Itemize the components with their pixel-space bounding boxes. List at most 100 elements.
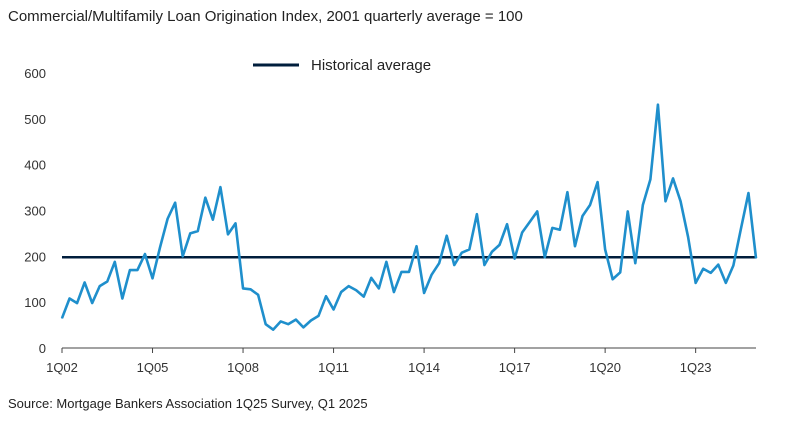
data-point: [491, 251, 493, 253]
data-point: [242, 287, 244, 290]
data-point: [363, 296, 365, 298]
data-point: [332, 308, 335, 311]
data-point: [348, 285, 350, 287]
data-point: [84, 281, 86, 284]
data-point: [280, 320, 282, 323]
data-point: [529, 221, 531, 223]
data-point: [182, 255, 184, 257]
plot-area: [60, 103, 758, 331]
data-point: [574, 245, 576, 247]
data-point: [61, 317, 63, 319]
data-point: [627, 210, 629, 213]
data-point: [710, 272, 712, 274]
data-point: [249, 288, 252, 290]
data-point: [581, 215, 584, 217]
data-point: [514, 258, 516, 260]
data-point: [400, 271, 403, 273]
data-point: [408, 271, 410, 273]
x-tick-label: 1Q20: [589, 360, 621, 375]
data-point: [325, 295, 327, 297]
data-point: [272, 329, 274, 331]
data-point: [167, 218, 169, 220]
data-point: [76, 302, 78, 304]
data-point: [755, 257, 757, 259]
data-point: [747, 192, 750, 194]
legend-label-historical-average: Historical average: [311, 57, 431, 74]
y-tick-label: 300: [24, 204, 46, 219]
data-point: [596, 181, 599, 183]
data-point: [461, 252, 463, 254]
data-point: [498, 244, 501, 246]
data-point: [295, 318, 297, 321]
data-point: [121, 297, 123, 300]
data-point: [559, 229, 561, 231]
data-point: [265, 323, 267, 325]
x-tick-label: 1Q23: [680, 360, 712, 375]
x-axis: 1Q02 1Q05 1Q08 1Q11 1Q14 1Q17 1Q20 1Q23: [46, 347, 756, 375]
data-point: [99, 285, 101, 287]
data-point: [740, 228, 742, 230]
data-point: [302, 326, 304, 328]
data-point: [672, 177, 674, 180]
data-point: [664, 200, 667, 202]
y-tick-label: 200: [24, 249, 46, 264]
data-point: [687, 236, 689, 238]
data-point: [310, 319, 312, 322]
x-tick-label: 1Q11: [318, 360, 349, 375]
data-point: [234, 222, 237, 224]
y-tick-label: 500: [24, 112, 46, 127]
data-point: [679, 200, 682, 202]
data-point: [423, 292, 425, 294]
x-tick-label: 1Q17: [499, 360, 531, 375]
data-point: [649, 178, 651, 180]
data-point: [695, 282, 697, 284]
data-point: [657, 104, 659, 106]
data-point: [204, 197, 206, 199]
data-point: [174, 202, 176, 204]
data-point: [732, 264, 734, 267]
data-point: [612, 278, 614, 280]
data-point: [197, 230, 199, 232]
data-point: [642, 204, 644, 206]
y-tick-label: 600: [24, 66, 46, 81]
data-point: [114, 261, 116, 263]
data-point: [476, 213, 478, 215]
y-tick-label: 400: [24, 158, 46, 173]
x-tick-label: 1Q02: [46, 360, 78, 375]
data-point: [91, 302, 93, 304]
data-point: [717, 263, 719, 266]
data-point: [378, 287, 380, 290]
data-point: [438, 262, 440, 264]
y-tick-label: 0: [39, 341, 46, 356]
data-point: [227, 233, 229, 235]
data-point: [725, 282, 727, 284]
data-point: [144, 253, 146, 255]
x-tick-label: 1Q08: [227, 360, 259, 375]
data-point: [151, 277, 154, 279]
x-tick-label: 1Q14: [408, 360, 440, 375]
data-point: [446, 235, 448, 237]
data-point: [385, 261, 387, 263]
data-point: [566, 191, 569, 193]
data-point: [106, 280, 108, 283]
data-point: [317, 315, 320, 317]
data-point: [189, 232, 191, 235]
data-point: [415, 245, 418, 247]
data-point: [136, 269, 139, 271]
data-point: [453, 264, 455, 266]
y-axis: 0 100 200 300 400 500 600: [24, 66, 46, 356]
data-point: [619, 271, 621, 273]
data-point: [68, 297, 71, 300]
series-line-loan-origination-index: [60, 103, 758, 331]
data-point: [551, 227, 553, 229]
data-point: [589, 204, 591, 206]
data-point: [159, 246, 161, 248]
y-tick-label: 100: [24, 295, 46, 310]
data-point: [219, 186, 222, 188]
data-point: [544, 256, 546, 258]
data-point: [340, 291, 342, 293]
data-point: [536, 210, 538, 213]
data-point: [212, 219, 214, 221]
data-point: [521, 231, 523, 234]
data-point: [634, 262, 636, 264]
